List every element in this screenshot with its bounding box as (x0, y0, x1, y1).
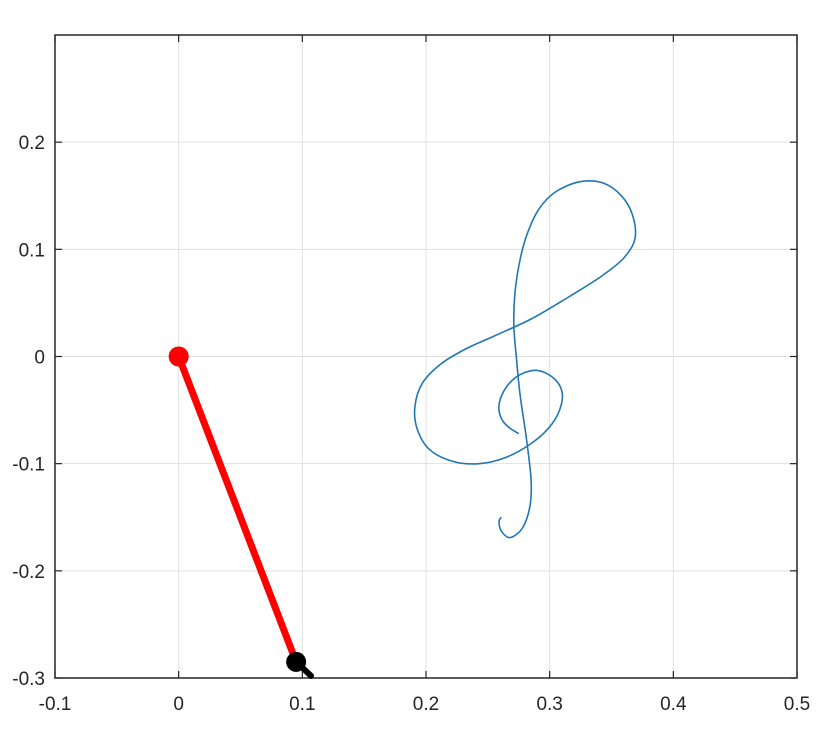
y-tick-label: -0.2 (12, 562, 45, 583)
y-tick-label: 0.1 (19, 240, 45, 261)
series-layer (413, 180, 637, 539)
x-tick-label: 0.4 (660, 694, 687, 715)
trajectory-line (413, 180, 637, 539)
x-tick-label: -0.1 (39, 694, 72, 715)
y-tick-labels: -0.3 -0.2 -0.1 0 0.1 0.2 (12, 133, 45, 690)
x-tick-label: 0.1 (289, 694, 315, 715)
axis-ticks (54, 35, 798, 679)
x-tick-labels: -0.1 0 0.1 0.2 0.3 0.4 0.5 (39, 694, 811, 715)
arm-link (175, 353, 300, 666)
x-tick-label: 0.2 (413, 694, 439, 715)
x-tick-label: 0.3 (536, 694, 562, 715)
base-joint (168, 346, 189, 367)
x-tick-label: 0 (173, 694, 184, 715)
y-tick-label: 0.2 (19, 133, 45, 154)
x-tick-label: 0.5 (784, 694, 810, 715)
robot-arm (168, 346, 314, 679)
y-tick-label: -0.3 (12, 669, 45, 690)
end-effector-joint (286, 651, 307, 672)
y-tick-label: -0.1 (12, 455, 45, 476)
grid-lines (55, 35, 797, 678)
y-tick-label: 0 (34, 348, 45, 369)
